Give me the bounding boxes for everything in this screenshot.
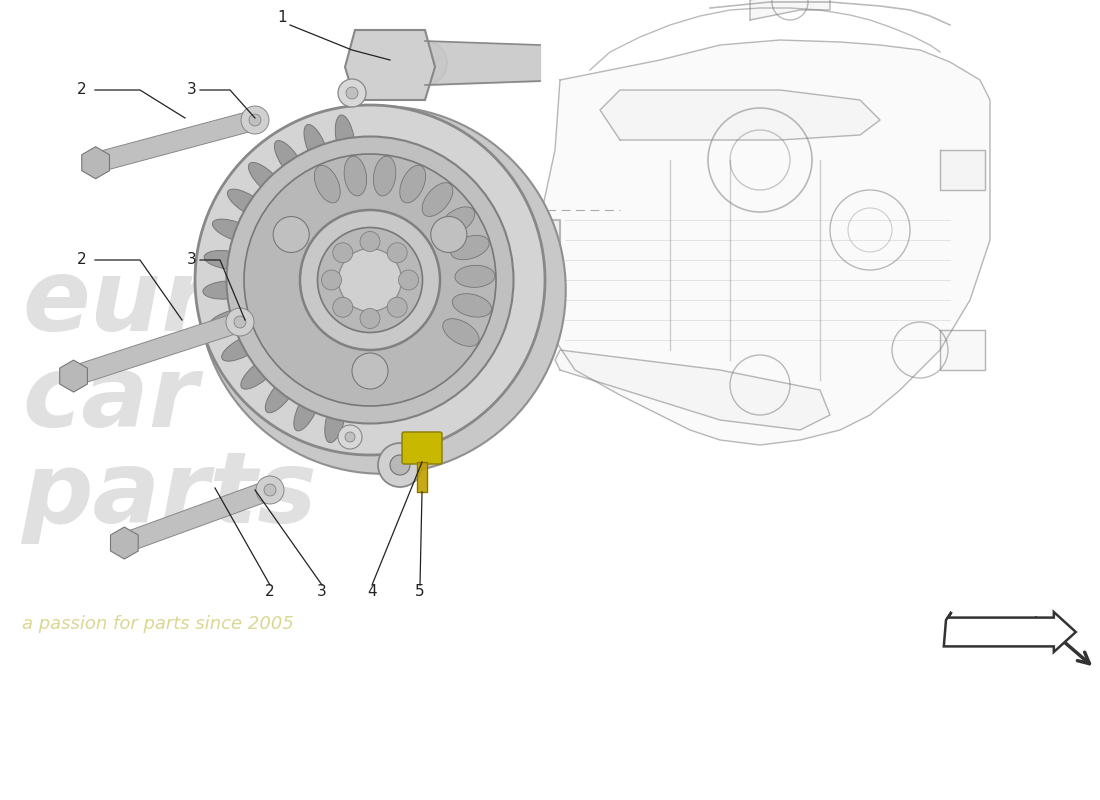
Polygon shape: [121, 481, 274, 553]
Text: a passion for parts since 2005: a passion for parts since 2005: [22, 615, 294, 633]
Circle shape: [273, 217, 309, 253]
Circle shape: [338, 79, 366, 107]
Polygon shape: [59, 360, 87, 392]
Circle shape: [234, 316, 246, 328]
Text: euro: euro: [22, 255, 279, 353]
Polygon shape: [94, 110, 257, 172]
Text: 2: 2: [77, 253, 87, 267]
Ellipse shape: [249, 162, 285, 198]
Ellipse shape: [373, 156, 396, 196]
Ellipse shape: [315, 166, 340, 203]
Ellipse shape: [209, 309, 255, 330]
Ellipse shape: [451, 235, 490, 260]
Ellipse shape: [222, 334, 265, 361]
Text: 4: 4: [367, 585, 377, 599]
Circle shape: [360, 309, 379, 329]
Ellipse shape: [294, 387, 320, 431]
Circle shape: [241, 106, 270, 134]
FancyBboxPatch shape: [402, 432, 442, 464]
Polygon shape: [556, 350, 830, 430]
Ellipse shape: [344, 156, 366, 196]
Circle shape: [398, 270, 418, 290]
Polygon shape: [940, 330, 984, 370]
Ellipse shape: [304, 125, 329, 170]
Text: 2: 2: [265, 585, 275, 599]
Polygon shape: [70, 313, 243, 386]
Circle shape: [195, 105, 544, 455]
Circle shape: [431, 217, 466, 253]
Ellipse shape: [212, 219, 257, 242]
Ellipse shape: [399, 166, 426, 203]
Ellipse shape: [324, 396, 345, 442]
Text: 1: 1: [277, 10, 287, 26]
Circle shape: [345, 432, 355, 442]
Polygon shape: [750, 0, 830, 20]
Ellipse shape: [422, 182, 453, 217]
Circle shape: [226, 308, 254, 336]
Ellipse shape: [439, 207, 475, 236]
Text: car: car: [22, 351, 198, 449]
Ellipse shape: [443, 318, 480, 346]
Polygon shape: [540, 40, 990, 445]
Polygon shape: [345, 30, 434, 100]
Circle shape: [338, 425, 362, 449]
Ellipse shape: [455, 266, 495, 287]
Circle shape: [227, 137, 514, 423]
Circle shape: [244, 154, 496, 406]
Polygon shape: [940, 150, 984, 190]
Circle shape: [339, 249, 402, 311]
Ellipse shape: [452, 294, 492, 317]
Ellipse shape: [202, 281, 251, 299]
Text: 3: 3: [187, 82, 197, 98]
Polygon shape: [600, 90, 880, 140]
Circle shape: [198, 106, 565, 474]
Circle shape: [346, 87, 358, 99]
Ellipse shape: [265, 374, 298, 413]
Circle shape: [249, 114, 261, 126]
Circle shape: [352, 353, 388, 389]
Ellipse shape: [336, 115, 355, 162]
Circle shape: [390, 455, 410, 475]
Circle shape: [264, 484, 276, 496]
Circle shape: [360, 231, 379, 251]
Circle shape: [318, 227, 422, 333]
Text: 3: 3: [187, 253, 197, 267]
Text: 3: 3: [317, 585, 327, 599]
Circle shape: [403, 41, 447, 85]
Circle shape: [300, 210, 440, 350]
Text: parts: parts: [22, 447, 318, 545]
Circle shape: [256, 476, 284, 504]
Polygon shape: [81, 146, 110, 178]
Circle shape: [333, 298, 353, 318]
Ellipse shape: [228, 189, 270, 218]
Text: 5: 5: [415, 585, 425, 599]
Circle shape: [387, 242, 407, 262]
Ellipse shape: [205, 250, 252, 270]
Polygon shape: [944, 612, 1076, 652]
Text: 2: 2: [77, 82, 87, 98]
Ellipse shape: [241, 355, 279, 389]
Circle shape: [333, 242, 353, 262]
Polygon shape: [540, 220, 560, 250]
Circle shape: [378, 443, 422, 487]
Ellipse shape: [274, 141, 305, 182]
Circle shape: [321, 270, 341, 290]
Polygon shape: [110, 527, 139, 559]
Circle shape: [387, 298, 407, 318]
